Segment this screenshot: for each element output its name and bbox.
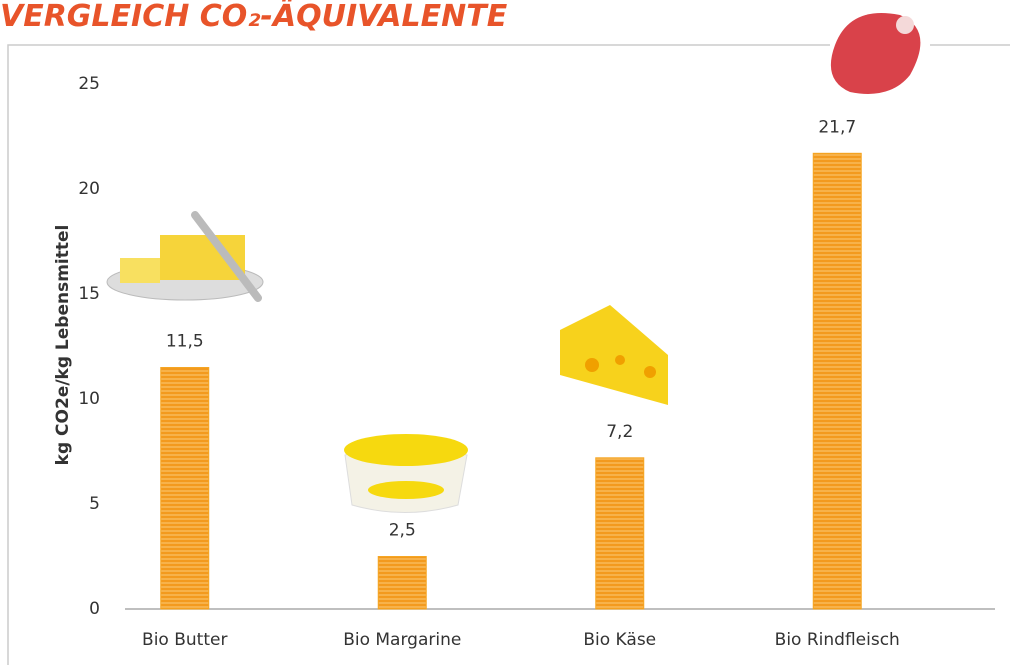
y-tick-label: 0 [89,599,100,619]
meat-icon [831,13,921,94]
y-tick-label: 10 [78,389,100,409]
chart-title: VERGLEICH CO₂-ÄQUIVALENTE [0,0,508,34]
margarine-icon [344,434,468,513]
bar [813,153,861,609]
y-tick-label: 15 [78,284,100,304]
y-tick-label: 5 [89,494,100,514]
bar [596,458,644,609]
butter-icon [107,215,263,300]
x-tick-label: Bio Käse [583,630,656,650]
bar [378,557,426,610]
value-label: 2,5 [389,521,416,541]
y-axis-label: kg CO2e/kg Lebensmittel [53,225,73,466]
chart: VERGLEICH CO₂-ÄQUIVALENTE kg CO2e/kg Leb… [0,0,1010,665]
y-tick-label: 20 [78,179,100,199]
value-label: 7,2 [606,422,633,442]
x-tick-label: Bio Rindfleisch [775,630,900,650]
cheese-icon [560,305,668,405]
x-tick-label: Bio Margarine [343,630,461,650]
y-tick-label: 25 [78,74,100,94]
bar [161,368,209,610]
value-label: 21,7 [818,117,856,137]
x-tick-label: Bio Butter [142,630,227,650]
value-label: 11,5 [166,332,204,352]
